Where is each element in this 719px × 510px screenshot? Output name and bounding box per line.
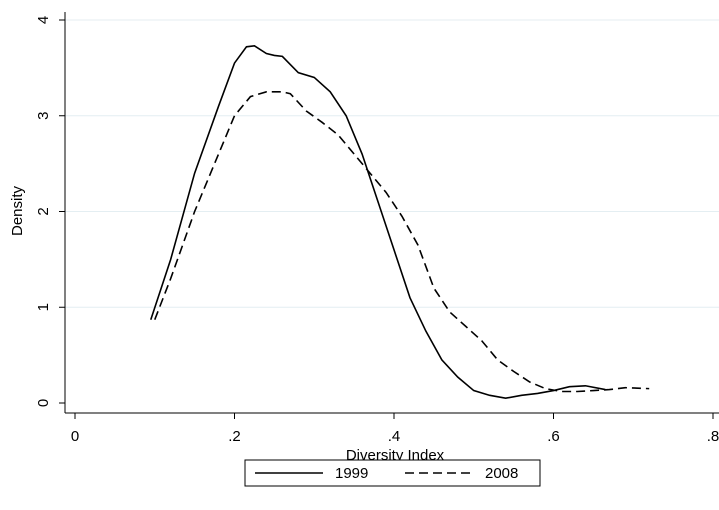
line-series: [150, 45, 606, 400]
line-series: [154, 91, 650, 393]
x-tick-label: .2: [228, 428, 241, 445]
y-axis-label: Density: [9, 185, 26, 236]
y-tick-label: 1: [35, 303, 52, 311]
y-tick-label: 3: [35, 112, 52, 120]
legend-label: 1999: [335, 465, 368, 482]
y-tick-label: 4: [35, 16, 52, 24]
x-tick-label: .8: [707, 428, 719, 445]
x-tick-label: .4: [388, 428, 401, 445]
x-tick-label: 0: [71, 428, 79, 445]
y-tick-label: 2: [35, 207, 52, 215]
x-tick-label: .6: [547, 428, 560, 445]
y-tick-label: 0: [35, 399, 52, 407]
legend-label: 2008: [485, 465, 518, 482]
